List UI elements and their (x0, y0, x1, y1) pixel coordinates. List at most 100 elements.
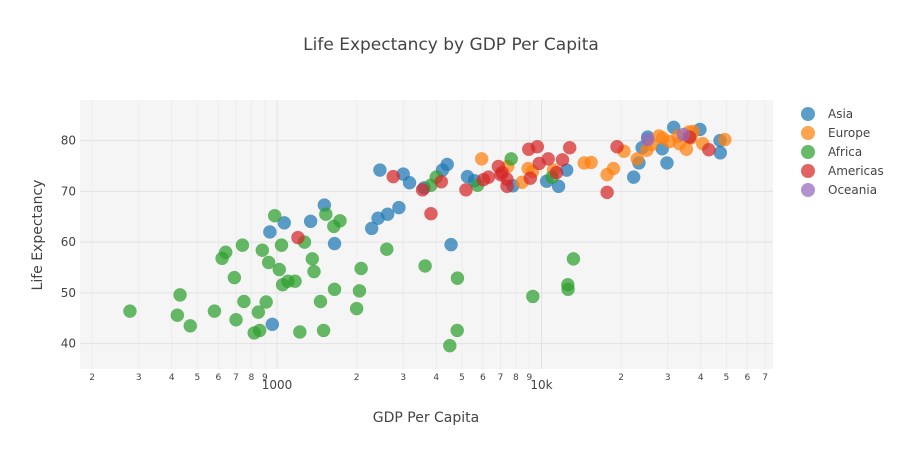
data-point-americas[interactable] (386, 169, 401, 184)
data-point-europe[interactable] (630, 152, 645, 166)
data-point-africa[interactable] (305, 252, 320, 266)
data-point-africa[interactable] (261, 255, 276, 270)
data-point-africa[interactable] (561, 282, 575, 297)
data-point-africa[interactable] (207, 304, 222, 318)
data-point-americas[interactable] (481, 170, 496, 184)
x-tick-label: 4 (433, 373, 439, 383)
y-tick-label: 40 (61, 337, 76, 351)
data-point-africa[interactable] (352, 283, 367, 298)
data-point-asia[interactable] (713, 145, 728, 160)
x-axis-title: GDP Per Capita (373, 410, 479, 426)
data-point-africa[interactable] (170, 308, 185, 323)
data-point-oceania[interactable] (676, 127, 691, 142)
data-point-africa[interactable] (292, 325, 307, 339)
x-tick-label: 8 (513, 373, 519, 383)
data-point-asia[interactable] (265, 317, 280, 332)
data-point-africa[interactable] (251, 305, 266, 320)
data-point-americas[interactable] (600, 185, 614, 200)
data-point-africa[interactable] (237, 294, 251, 309)
data-point-asia[interactable] (626, 170, 641, 184)
data-point-africa[interactable] (183, 319, 198, 333)
x-tick-label: 4 (169, 373, 175, 383)
data-point-asia[interactable] (551, 179, 566, 194)
x-tick-label: 5 (195, 373, 201, 383)
legend: Asia Europe Africa Americas Oceania (801, 107, 884, 197)
data-point-europe[interactable] (606, 161, 621, 176)
data-point-africa[interactable] (259, 295, 274, 309)
data-point-asia[interactable] (277, 215, 292, 230)
data-point-americas[interactable] (701, 142, 716, 157)
data-point-asia[interactable] (327, 236, 342, 251)
data-point-africa[interactable] (450, 323, 465, 338)
data-point-africa[interactable] (235, 238, 250, 253)
data-point-africa[interactable] (333, 213, 347, 228)
data-point-europe[interactable] (584, 155, 598, 170)
legend-item-europe[interactable]: Europe (801, 126, 870, 140)
data-point-africa[interactable] (218, 245, 233, 260)
data-point-americas[interactable] (541, 152, 556, 166)
data-point-africa[interactable] (504, 152, 519, 166)
data-point-asia[interactable] (303, 214, 318, 229)
data-point-americas[interactable] (291, 230, 305, 245)
data-point-africa[interactable] (123, 304, 137, 318)
x-tick-label: 2 (618, 373, 624, 383)
y-axis-ticks: 40 50 60 70 80 (61, 134, 76, 351)
legend-item-asia[interactable]: Asia (801, 107, 853, 121)
data-point-africa[interactable] (252, 323, 267, 338)
data-point-americas[interactable] (549, 165, 564, 180)
data-point-africa[interactable] (327, 282, 342, 297)
data-point-asia[interactable] (380, 207, 395, 222)
data-point-africa[interactable] (450, 271, 465, 285)
data-point-africa[interactable] (354, 261, 368, 276)
x-tick-label: 3 (400, 373, 406, 383)
data-point-africa[interactable] (379, 242, 394, 257)
data-point-europe[interactable] (717, 132, 732, 147)
data-point-americas[interactable] (459, 182, 473, 197)
data-point-asia[interactable] (444, 237, 458, 252)
data-point-asia[interactable] (392, 200, 406, 215)
legend-item-oceania[interactable]: Oceania (801, 183, 877, 197)
data-point-americas[interactable] (495, 165, 510, 180)
data-point-africa[interactable] (316, 323, 331, 338)
data-point-africa[interactable] (288, 274, 302, 289)
data-point-africa[interactable] (319, 207, 333, 222)
data-point-asia[interactable] (364, 221, 379, 236)
y-tick-label: 50 (61, 286, 76, 300)
data-point-americas[interactable] (434, 174, 449, 189)
legend-item-africa[interactable]: Africa (801, 145, 862, 159)
data-point-africa[interactable] (274, 238, 289, 253)
data-point-asia[interactable] (263, 225, 277, 239)
x-tick-label: 9 (262, 373, 268, 383)
data-point-americas[interactable] (500, 179, 514, 194)
data-point-americas[interactable] (424, 206, 438, 221)
data-point-africa[interactable] (272, 262, 287, 277)
data-point-africa[interactable] (307, 264, 321, 279)
data-point-africa[interactable] (566, 252, 581, 266)
data-point-africa[interactable] (418, 259, 432, 273)
data-point-africa[interactable] (442, 338, 457, 353)
data-point-americas[interactable] (610, 139, 624, 154)
legend-item-americas[interactable]: Americas (801, 164, 884, 178)
data-point-africa[interactable] (255, 243, 270, 258)
data-point-americas[interactable] (530, 139, 545, 154)
data-point-americas[interactable] (562, 140, 577, 155)
legend-marker (801, 183, 815, 197)
data-point-americas[interactable] (523, 171, 538, 186)
data-point-asia[interactable] (660, 156, 674, 170)
data-point-africa[interactable] (525, 289, 540, 304)
legend-label: Europe (828, 126, 870, 140)
data-point-africa[interactable] (267, 208, 282, 223)
data-point-africa[interactable] (349, 301, 364, 316)
data-point-americas[interactable] (415, 182, 430, 197)
data-point-americas[interactable] (555, 153, 570, 167)
data-point-africa[interactable] (227, 270, 242, 285)
chart-title: Life Expectancy by GDP Per Capita (303, 35, 599, 55)
legend-marker (801, 107, 815, 121)
data-point-africa[interactable] (229, 312, 243, 327)
data-point-oceania[interactable] (640, 132, 655, 147)
data-point-africa[interactable] (173, 288, 187, 302)
data-point-asia[interactable] (373, 163, 387, 177)
data-point-europe[interactable] (474, 152, 489, 166)
data-point-africa[interactable] (313, 294, 328, 309)
